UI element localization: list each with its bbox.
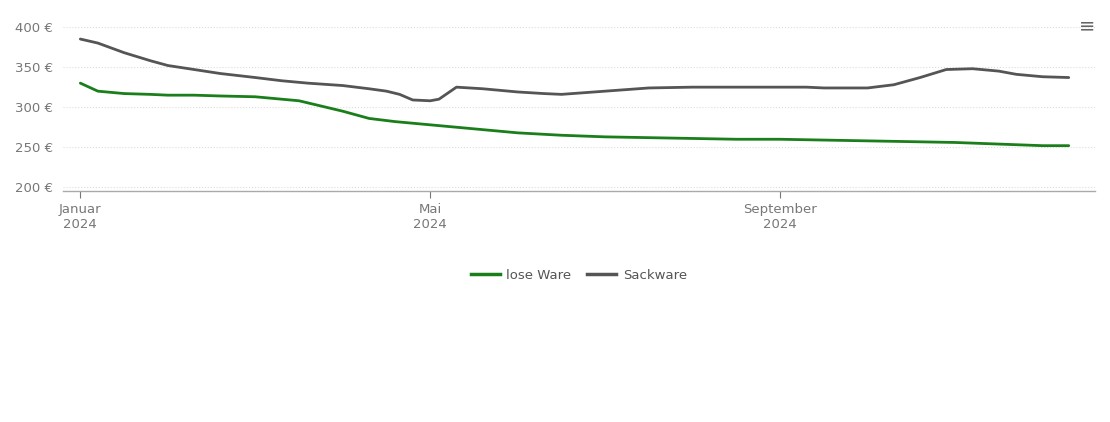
- Legend: lose Ware, Sackware: lose Ware, Sackware: [465, 263, 693, 287]
- Text: ≡: ≡: [1079, 17, 1096, 36]
